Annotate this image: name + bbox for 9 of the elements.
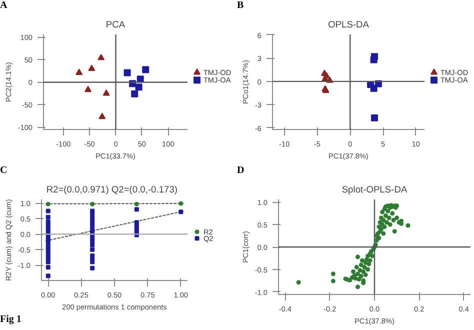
text: B xyxy=(237,0,244,12)
chart-title: OPLS-DA xyxy=(328,20,370,30)
text: D xyxy=(237,165,244,177)
text: C xyxy=(0,165,8,177)
text: A xyxy=(0,0,8,12)
chart-title: R2=(0.0,0.971) Q2=(0.0,-0.173) xyxy=(46,184,178,194)
caption: Fig 1 xyxy=(0,314,22,326)
chart-title: Splot-OPLS-DA xyxy=(342,184,408,194)
chart-title: PCA xyxy=(106,20,126,30)
